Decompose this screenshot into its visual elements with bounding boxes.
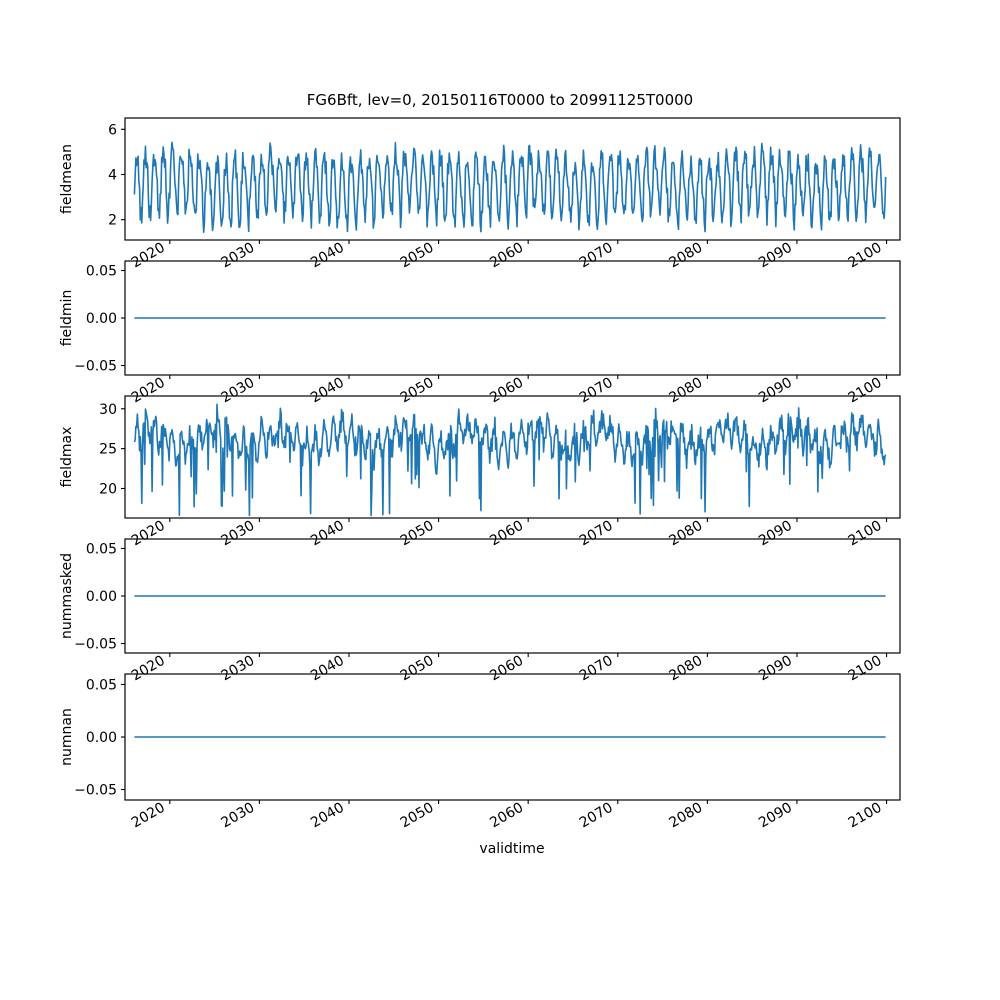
- y-tick-label: −0.05: [74, 637, 117, 653]
- axes-frame-overlay: [124, 117, 901, 241]
- x-axis-label: validtime: [479, 841, 544, 857]
- y-axis-label-nummasked: nummasked: [59, 553, 75, 639]
- y-axis-label-fieldmean: fieldmean: [59, 144, 75, 214]
- y-tick-label: 6: [108, 122, 117, 138]
- y-axis-label-numnan: numnan: [59, 708, 75, 766]
- y-tick-label: 20: [99, 481, 117, 497]
- axes-frame-overlay: [124, 260, 901, 376]
- figure-title: FG6Bft, lev=0, 20150116T0000 to 20991125…: [307, 91, 693, 109]
- y-tick-label: 0.05: [86, 542, 117, 558]
- y-tick-label: 30: [99, 402, 117, 418]
- y-tick-label: 25: [99, 442, 117, 458]
- y-axis-label-fieldmin: fieldmin: [59, 290, 75, 347]
- y-tick-label: −0.05: [74, 359, 117, 375]
- y-tick-label: 0.00: [86, 589, 117, 605]
- data-line-fieldmax: [133, 403, 887, 517]
- y-tick-label: 0.05: [86, 678, 117, 694]
- y-tick-label: 0.05: [86, 264, 117, 280]
- axes-frame-overlay: [124, 673, 901, 801]
- axes-frame-overlay: [124, 395, 901, 519]
- data-line-fieldmean: [133, 141, 887, 233]
- y-tick-label: −0.05: [74, 783, 117, 799]
- y-tick-label: 0.00: [86, 730, 117, 746]
- y-tick-label: 2: [108, 213, 117, 229]
- y-tick-label: 0.00: [86, 311, 117, 327]
- y-tick-label: 4: [108, 167, 117, 183]
- y-axis-label-fieldmax: fieldmax: [59, 427, 75, 488]
- axes-frame-overlay: [124, 538, 901, 654]
